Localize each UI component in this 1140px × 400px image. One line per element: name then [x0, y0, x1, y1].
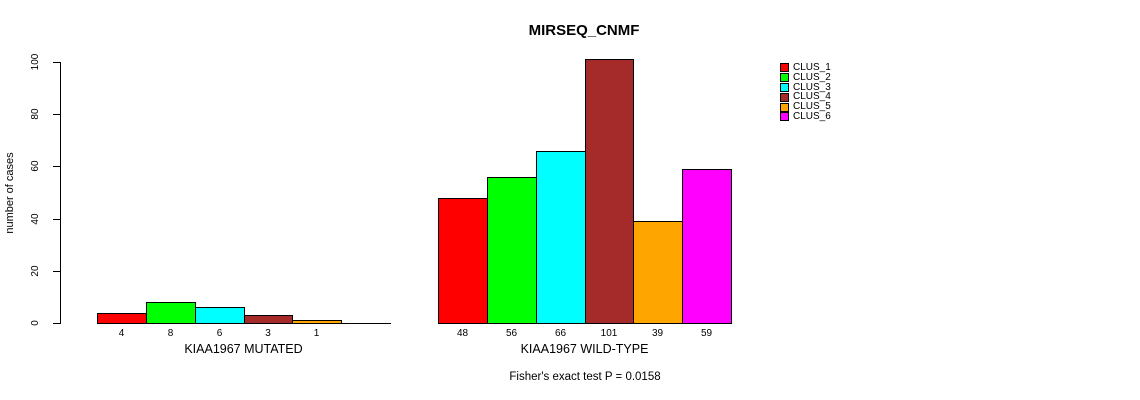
legend-swatch	[780, 73, 789, 83]
legend-swatch	[780, 102, 789, 112]
legend-swatch	[780, 82, 789, 92]
bar-value-label: 1	[313, 328, 320, 339]
bar-value-label: 56	[505, 328, 518, 339]
legend-label: CLUS_4	[793, 91, 831, 103]
legend-swatch	[780, 112, 789, 122]
legend-item: CLUS_3	[780, 81, 831, 93]
legend-label: CLUS_2	[793, 71, 831, 83]
bar	[195, 307, 245, 324]
y-axis-tick-label: 60	[30, 160, 41, 172]
legend-label: CLUS_6	[793, 110, 831, 122]
bar-value-label: 4	[118, 328, 125, 339]
legend-item: CLUS_5	[780, 102, 831, 112]
bar	[633, 221, 683, 324]
y-axis-tick	[53, 323, 60, 324]
y-axis-tick-label: 0	[30, 320, 41, 326]
y-axis-tick	[53, 219, 60, 220]
legend-label: CLUS_3	[793, 81, 831, 93]
y-axis-tick-label: 100	[30, 53, 41, 71]
bar-value-label: 48	[456, 328, 469, 339]
bar	[682, 169, 732, 324]
bar-value-label: 39	[651, 328, 664, 339]
bar-value-label: 8	[167, 328, 174, 339]
y-axis-tick-label: 80	[30, 108, 41, 120]
legend-label: CLUS_1	[793, 61, 831, 73]
legend-item: CLUS_4	[780, 92, 831, 102]
y-axis-tick	[53, 271, 60, 272]
fisher-test-annotation: Fisher's exact test P = 0.0158	[509, 371, 661, 383]
x-axis-group-label: KIAA1967 WILD-TYPE	[520, 342, 649, 356]
y-axis-tick	[53, 114, 60, 115]
bar-value-label: 66	[554, 328, 567, 339]
chart-title: MIRSEQ_CNMF	[528, 22, 640, 39]
bar-value-label: 59	[700, 328, 713, 339]
legend: CLUS_1 CLUS_2 CLUS_3 CLUS_4 CLUS_5 CLUS_6	[780, 61, 831, 122]
legend-swatch	[780, 92, 789, 102]
bar	[487, 177, 537, 324]
bar	[292, 320, 342, 324]
legend-item: CLUS_1	[780, 61, 831, 73]
y-axis-line	[60, 62, 61, 324]
bar-value-label: 3	[265, 328, 271, 339]
bar	[438, 198, 488, 324]
y-axis-tick-label: 20	[30, 265, 41, 277]
bar	[146, 302, 196, 324]
y-axis-tick	[53, 62, 60, 63]
bar-value-label: 101	[600, 328, 618, 339]
x-axis-group-label: KIAA1967 MUTATED	[184, 342, 303, 356]
bar	[536, 151, 586, 324]
bar	[244, 315, 293, 324]
legend-swatch	[780, 63, 789, 73]
legend-label: CLUS_5	[793, 101, 831, 113]
bar	[585, 59, 634, 324]
bar	[97, 313, 147, 324]
legend-item: CLUS_2	[780, 71, 831, 83]
y-axis-tick-label: 40	[30, 213, 41, 225]
y-axis-tick	[53, 166, 60, 167]
legend-item: CLUS_6	[780, 110, 831, 122]
bar-value-label: 6	[216, 328, 223, 339]
